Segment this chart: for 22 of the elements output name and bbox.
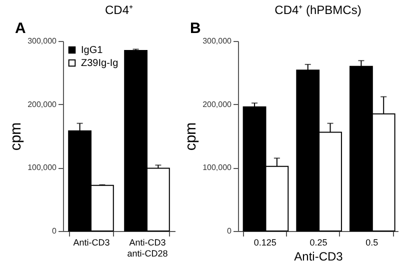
- x-tick-label: 0.125: [254, 238, 276, 248]
- x-tick-label: 0.25: [310, 238, 328, 248]
- y-tick-label: 200,000: [28, 100, 58, 109]
- text: A: [15, 20, 26, 37]
- y-tick-label: 0: [52, 226, 58, 236]
- y-axis-title: cpm: [182, 122, 200, 151]
- x-tick-label: Anti-CD3: [73, 238, 110, 248]
- text: B: [190, 20, 201, 37]
- y-tick-label: 100,000: [28, 163, 58, 172]
- legend-label: Z39Ig-Ig: [81, 58, 118, 69]
- chart-title: CD4⁺ (hPBMCs): [274, 3, 362, 17]
- y-axis-title: cpm: [8, 122, 25, 151]
- x-tick-label: 0.5: [366, 238, 378, 248]
- y-tick-label: 300,000: [28, 36, 58, 46]
- chart-title: CD4⁺: [104, 3, 134, 17]
- y-tick-label: 0: [227, 226, 232, 236]
- legend-label: IgG1: [81, 45, 104, 56]
- y-tick-label: 300,000: [202, 36, 232, 46]
- y-tick-label: 200,000: [202, 100, 232, 109]
- x-tick-label: Anti-CD3 anti-CD28: [127, 238, 168, 258]
- x-axis-title: Anti-CD3: [294, 250, 344, 264]
- y-tick-label: 100,000: [202, 163, 232, 172]
